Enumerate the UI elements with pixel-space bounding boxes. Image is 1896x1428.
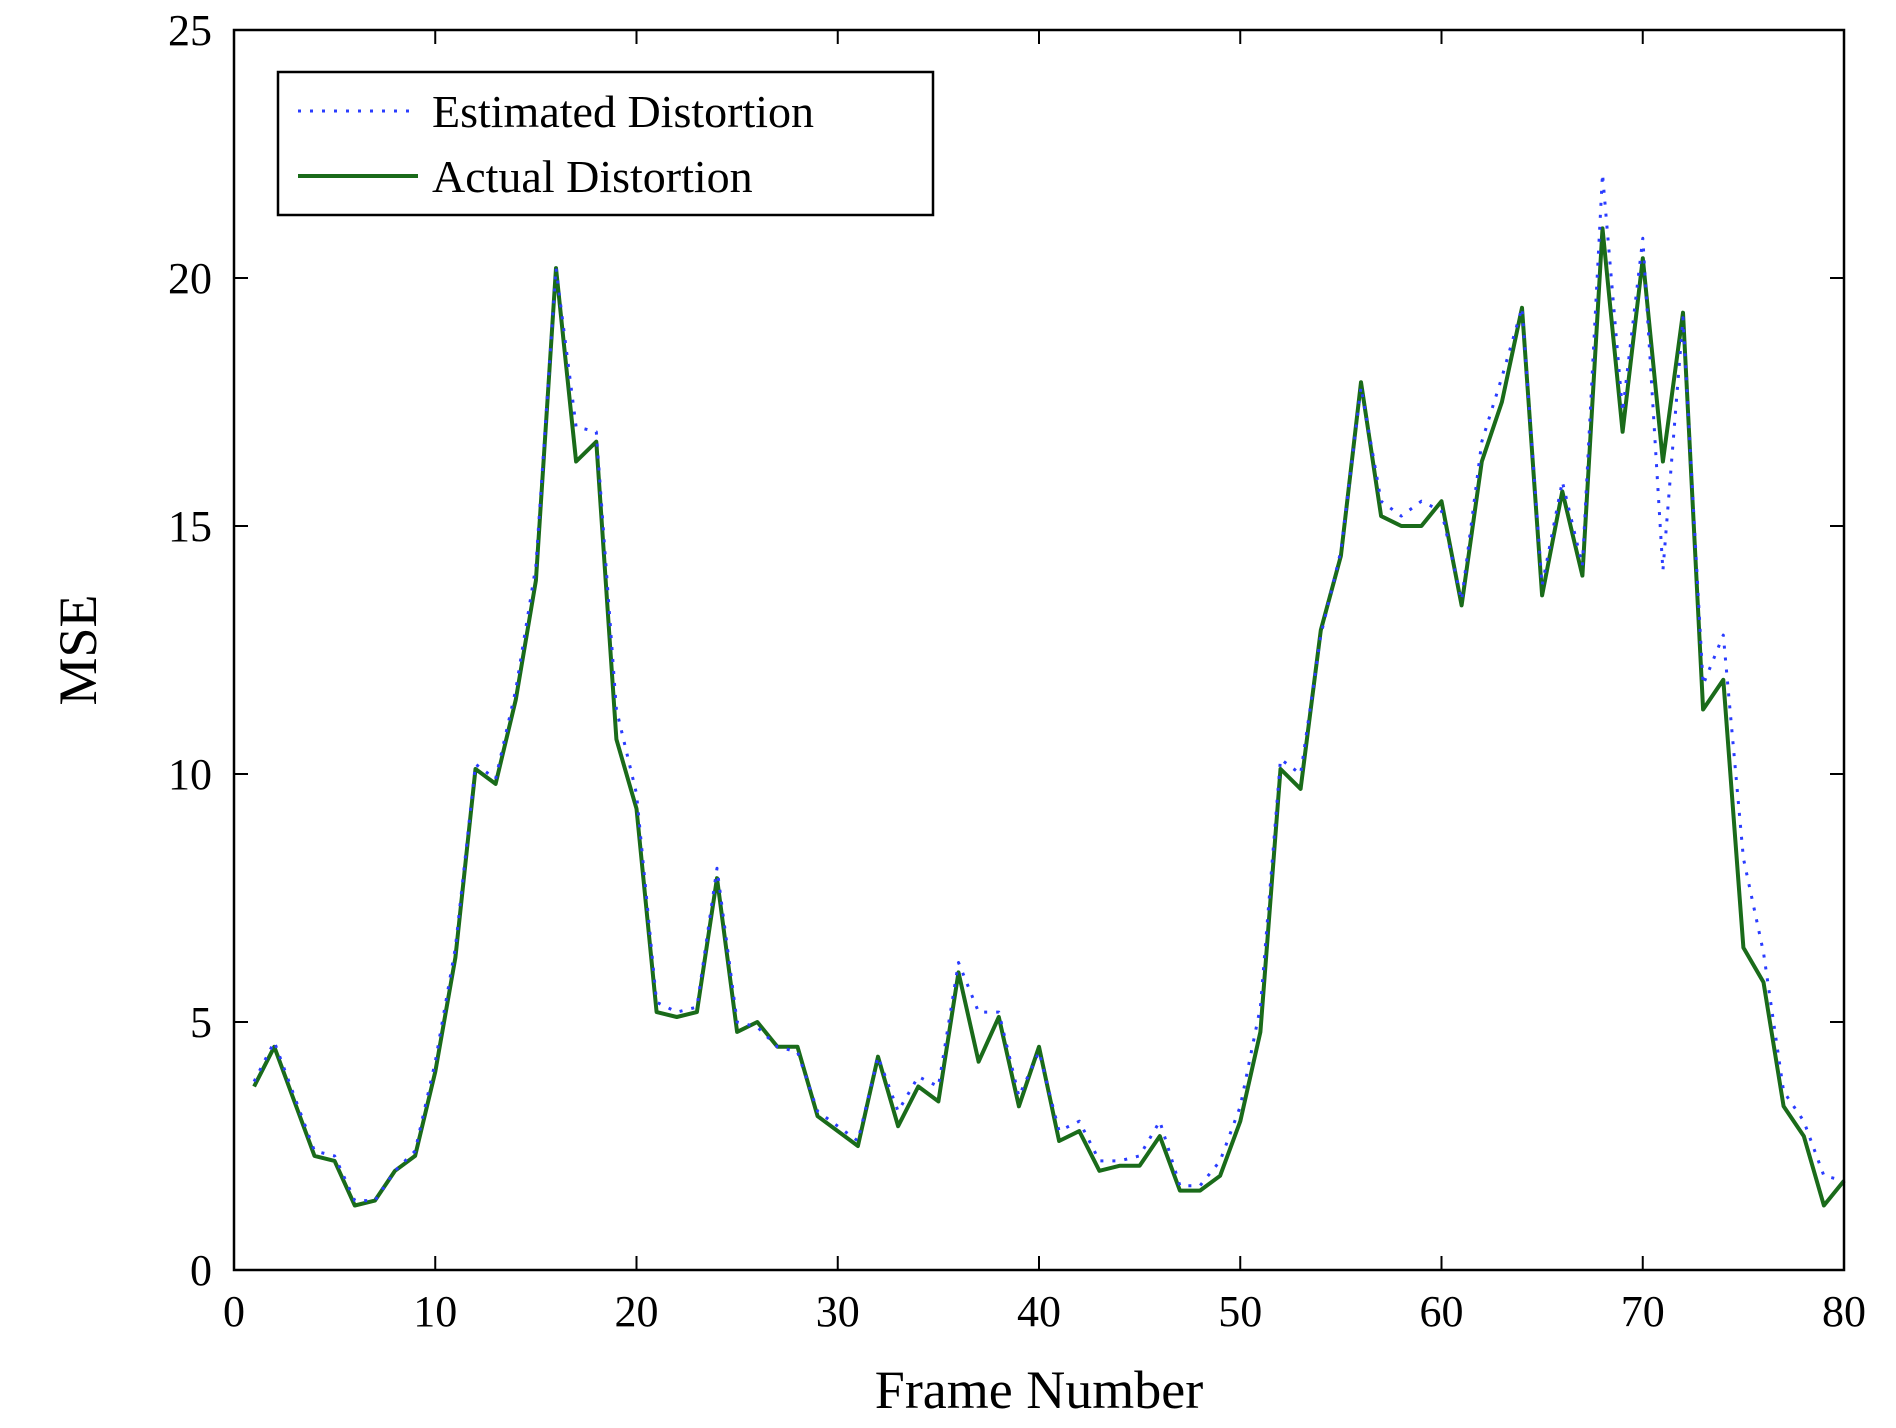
y-tick-label: 20 [168,254,212,303]
x-tick-label: 10 [413,1287,457,1336]
y-tick-label: 10 [168,750,212,799]
y-tick-label: 0 [190,1246,212,1295]
y-axis-label: MSE [48,594,108,705]
y-tick-label: 25 [168,6,212,55]
x-tick-label: 40 [1017,1287,1061,1336]
series-line-estimated-distortion [252,172,1845,1203]
tick-labels: 0 10 20 30 40 50 60 70 80 0 5 10 15 20 25 [168,6,1866,1336]
legend-label-actual-distortion: Actual Distortion [432,151,753,202]
x-tick-label: 50 [1218,1287,1262,1336]
x-tick-label: 0 [223,1287,245,1336]
legend: Estimated Distortion Actual Distortion [276,70,935,217]
x-tick-label: 80 [1822,1287,1866,1336]
legend-box [276,70,935,217]
legend-label-estimated-distortion: Estimated Distortion [432,86,814,137]
series-line-actual-distortion [252,226,1846,1208]
y-tick-label: 5 [190,998,212,1047]
y-tick-label: 15 [168,502,212,551]
plot-series [252,172,1846,1208]
plot-frame [232,28,1846,1272]
x-tick-label: 60 [1420,1287,1464,1336]
x-tick-label: 20 [615,1287,659,1336]
x-tick-label: 30 [816,1287,860,1336]
x-axis-label: Frame Number [875,1360,1203,1420]
x-tick-label: 70 [1621,1287,1665,1336]
